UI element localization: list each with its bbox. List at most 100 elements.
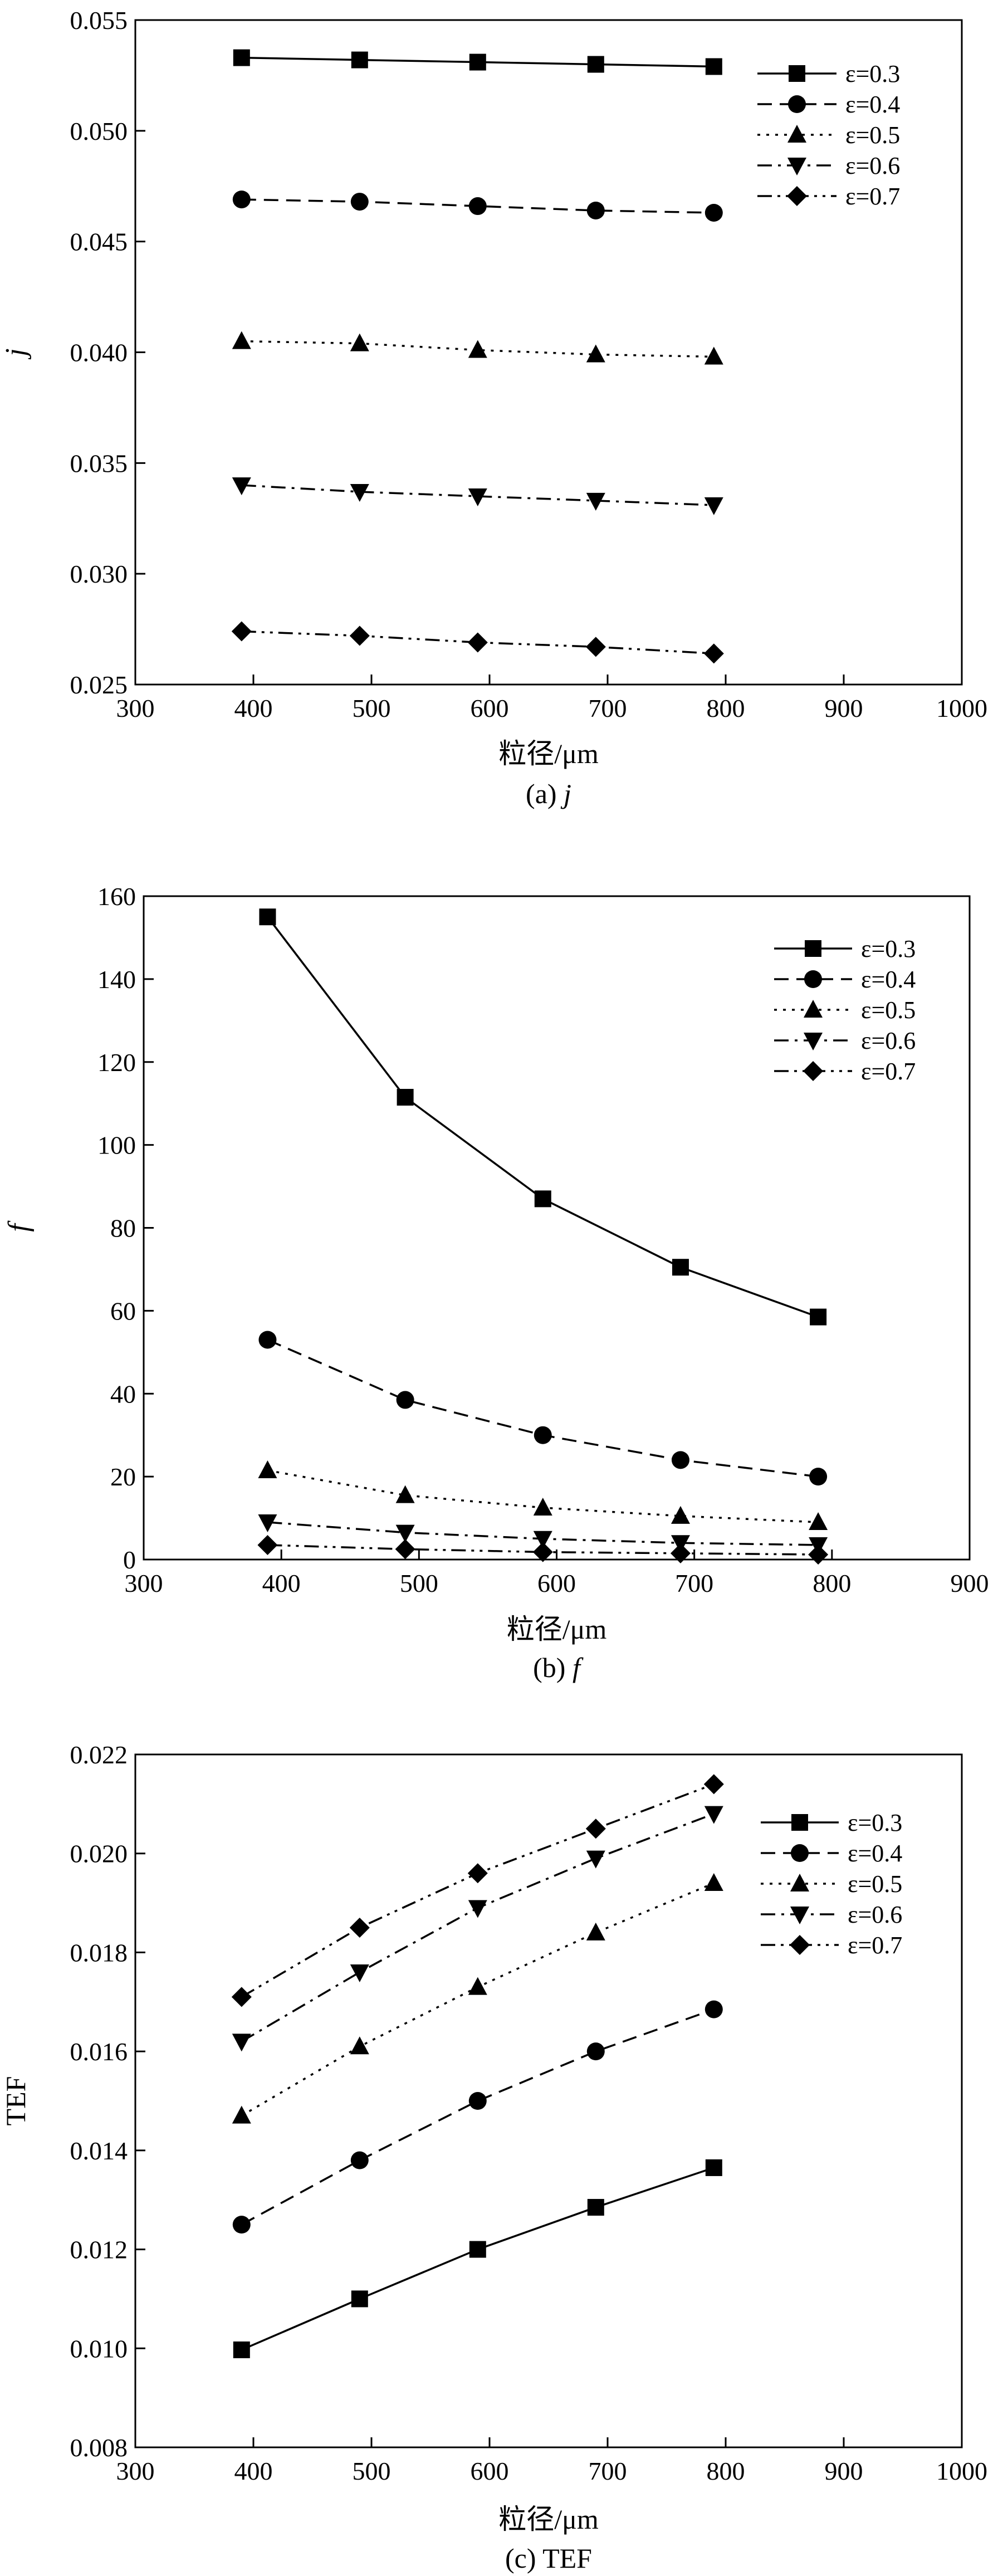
panel-caption: (a) j <box>526 778 571 809</box>
y-tick-label: 0.035 <box>70 449 128 477</box>
x-tick-label: 400 <box>234 694 273 722</box>
data-point <box>232 2216 251 2234</box>
legend-entry: ε=0.5 <box>774 996 916 1024</box>
legend-marker <box>805 940 821 957</box>
legend-label: ε=0.7 <box>845 183 900 210</box>
x-tick-label: 900 <box>825 2457 863 2485</box>
data-point <box>704 1873 723 1891</box>
chart-panel-a: 300 400 500 600 700 800 900 1000 0.025 0.030 0.035… <box>0 6 987 809</box>
data-point <box>468 340 487 358</box>
legend-marker <box>790 1907 809 1924</box>
x-tick-label: 600 <box>471 2457 509 2485</box>
y-tick-label: 0.020 <box>70 1840 128 1868</box>
data-point <box>350 333 369 351</box>
data-point <box>232 477 251 496</box>
data-point <box>232 2034 251 2052</box>
legend-entry: ε=0.7 <box>761 1932 902 1959</box>
plot-frame <box>134 19 963 686</box>
x-axis-title: 粒径/μm <box>507 1614 607 1645</box>
series-eps-0-4 <box>232 190 723 222</box>
legend-marker <box>804 1000 823 1018</box>
data-point <box>231 1987 252 2007</box>
y-tick-label: 120 <box>97 1048 136 1077</box>
y-tick-label: 140 <box>97 965 136 994</box>
y-tick-label: 0.012 <box>70 2236 128 2264</box>
y-tick-label: 0.050 <box>70 117 128 145</box>
panel-caption: (c) TEF <box>505 2543 592 2574</box>
data-point <box>533 1531 552 1549</box>
data-point <box>704 1806 723 1824</box>
x-tick-label: 600 <box>471 694 509 722</box>
legend-label: ε=0.6 <box>845 152 900 179</box>
x-tick-label: 700 <box>675 1569 713 1597</box>
y-tick-label: 0.040 <box>70 339 128 367</box>
caption-prefix: (b) <box>533 1652 573 1683</box>
series-line <box>241 630 714 655</box>
series-eps-0-4 <box>258 1331 828 1486</box>
x-tick-label: 800 <box>707 2457 745 2485</box>
y-tick-label: 0.045 <box>70 228 128 256</box>
data-point <box>468 1900 487 1918</box>
data-point <box>351 51 368 69</box>
series-line <box>267 1338 819 1478</box>
series-line <box>241 2167 715 2351</box>
data-point <box>587 56 604 73</box>
legend-marker <box>787 186 807 206</box>
data-point <box>532 1542 553 1562</box>
data-point <box>586 492 605 511</box>
data-point <box>586 344 605 363</box>
x-tick-label: 600 <box>537 1569 576 1597</box>
data-point <box>233 49 250 66</box>
caption-symbol: TEF <box>542 2543 592 2574</box>
data-point <box>469 2241 486 2258</box>
y-tick-label: 0.030 <box>70 560 128 588</box>
data-point <box>704 497 723 515</box>
legend-label: ε=0.5 <box>848 1870 902 1898</box>
data-point <box>231 621 252 642</box>
series-eps-0-7 <box>231 1774 724 2007</box>
caption-prefix: (c) <box>505 2543 542 2574</box>
x-tick-label: 300 <box>116 2457 155 2485</box>
x-tick-label: 500 <box>400 1569 438 1597</box>
legend-entry: ε=0.4 <box>757 91 900 118</box>
data-point <box>397 1089 414 1106</box>
legend-marker <box>787 125 806 143</box>
series-line <box>267 916 819 1318</box>
series-eps-0-4 <box>232 2000 723 2234</box>
data-point <box>587 2199 604 2216</box>
y-tick-label: 0.010 <box>70 2334 128 2363</box>
legend-marker <box>789 65 805 82</box>
data-point <box>703 643 724 664</box>
caption-symbol: f <box>573 1652 584 1683</box>
data-point <box>233 2341 250 2358</box>
x-tick-label: 700 <box>589 694 627 722</box>
x-tick-label: 700 <box>589 2457 627 2485</box>
legend-entry: ε=0.3 <box>761 1809 902 1836</box>
data-point <box>468 2092 487 2110</box>
legend-label: ε=0.3 <box>861 935 916 962</box>
y-tick-label: 60 <box>110 1297 136 1325</box>
data-point <box>258 1331 277 1349</box>
data-point <box>258 1514 277 1533</box>
data-point <box>258 1460 277 1478</box>
caption-prefix: (a) <box>526 778 564 809</box>
legend-entry: ε=0.5 <box>761 1870 902 1898</box>
data-point <box>467 632 488 653</box>
series-eps-0-7 <box>257 1534 829 1565</box>
series-eps-0-5 <box>232 331 723 365</box>
legend-label: ε=0.6 <box>861 1027 916 1054</box>
y-tick-label: 0.014 <box>70 2137 128 2165</box>
data-point <box>350 2036 369 2055</box>
legend-label: ε=0.3 <box>845 60 900 87</box>
y-tick-label: 0.018 <box>70 1938 128 1967</box>
legend-label: ε=0.7 <box>861 1058 916 1085</box>
legend-label: ε=0.5 <box>861 996 916 1024</box>
x-axis-title: 粒径/μm <box>498 738 599 769</box>
legend-entry: ε=0.4 <box>761 1840 902 1867</box>
data-point <box>350 1964 369 1982</box>
series-line <box>241 340 714 358</box>
legend-marker <box>788 95 806 113</box>
panel-caption: (b) f <box>533 1652 584 1683</box>
data-point <box>468 197 487 216</box>
